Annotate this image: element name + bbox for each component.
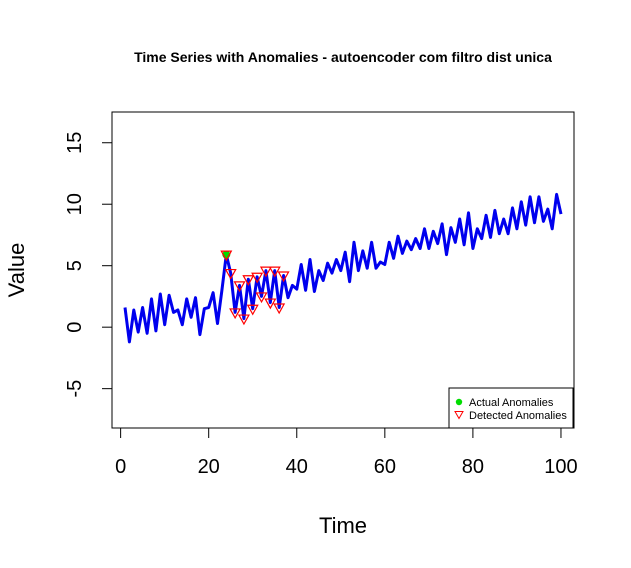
- x-tick-label: 0: [115, 456, 126, 478]
- detected-anomaly-point: [237, 314, 250, 326]
- y-tick-label: -5: [64, 380, 86, 398]
- x-tick-label: 60: [374, 456, 396, 478]
- y-tick-label: 10: [64, 193, 86, 215]
- x-tick-label: 100: [544, 456, 577, 478]
- detected-anomaly-point: [229, 308, 242, 320]
- y-tick-label: 0: [64, 322, 86, 333]
- detected-anomaly-point: [242, 275, 255, 286]
- legend-actual-label: Actual Anomalies: [469, 397, 554, 409]
- y-axis: -5 0 5 10 15: [64, 132, 113, 398]
- detected-anomaly-point: [233, 281, 246, 293]
- series-line: [123, 192, 563, 344]
- y-axis-label: Value: [4, 243, 29, 298]
- y-tick-label: 5: [64, 260, 86, 271]
- x-axis-label: Time: [319, 513, 367, 538]
- legend-detected-marker: [454, 411, 464, 420]
- detected-anomaly-point: [277, 271, 290, 283]
- legend: Actual Anomalies Detected Anomalies: [448, 387, 574, 429]
- x-tick-label: 80: [462, 456, 484, 478]
- plot-frame: [111, 111, 575, 429]
- x-tick-label: 40: [286, 456, 308, 478]
- x-tick-label: 20: [198, 456, 220, 478]
- chart-title: Time Series with Anomalies - autoencoder…: [134, 49, 552, 65]
- detected-anomaly-point: [268, 266, 281, 278]
- detected-anomaly-point: [224, 268, 237, 280]
- detected-anomalies-group: [220, 250, 290, 326]
- series-group: [123, 192, 563, 344]
- detected-anomaly-point: [264, 298, 277, 310]
- detected-anomaly-point: [259, 266, 272, 278]
- y-tick-label: 15: [64, 132, 86, 154]
- legend-detected-label: Detected Anomalies: [469, 410, 567, 422]
- x-axis: 0 20 40 60 80 100: [115, 427, 578, 478]
- detected-anomaly-point: [246, 304, 259, 316]
- legend-actual-marker: [455, 398, 463, 406]
- detected-anomaly-point: [273, 303, 286, 315]
- legend-box: [448, 387, 574, 429]
- detected-anomaly-point: [255, 292, 268, 304]
- detected-anomaly-point: [251, 272, 264, 284]
- detected-anomaly-point: [220, 250, 233, 262]
